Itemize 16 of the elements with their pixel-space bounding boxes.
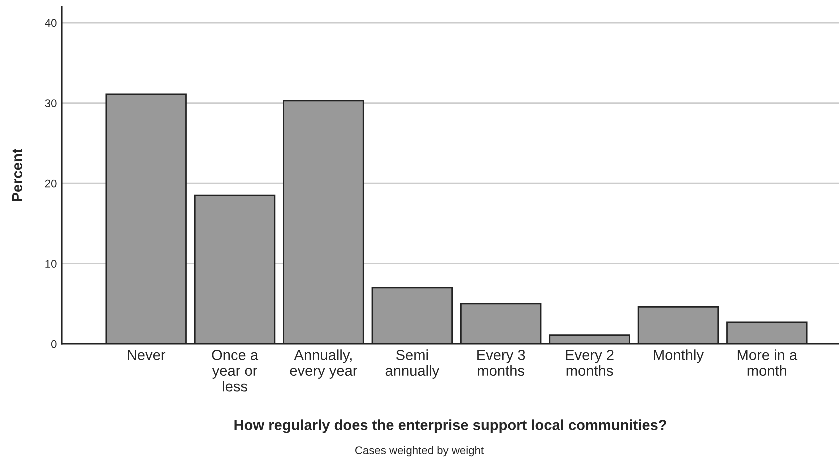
y-tick-label: 20 <box>45 180 57 188</box>
x-tick-label: Annually, every year <box>290 350 358 379</box>
y-tick-label: 0 <box>51 340 57 348</box>
x-tick-label: Semi annually <box>386 350 440 379</box>
x-tick-label: More in a month <box>738 350 798 376</box>
x-tick-label: Every 2 months <box>566 350 614 376</box>
text: Cases weighted by weight <box>356 446 484 457</box>
y-tick-label: 10 <box>46 260 57 268</box>
x-tick-label: Once a year or less <box>212 350 259 392</box>
x-tick-label: Every 3 months <box>478 350 526 376</box>
y-tick-label: 40 <box>45 19 57 28</box>
y-tick-label: 30 <box>45 100 57 108</box>
x-axis-title: How regularly does the enterprise support local communities? <box>234 420 666 434</box>
y-axis-title: Percent <box>12 148 23 202</box>
x-tick-label: Monthly <box>654 350 704 364</box>
x-tick-label: Never <box>128 350 166 360</box>
